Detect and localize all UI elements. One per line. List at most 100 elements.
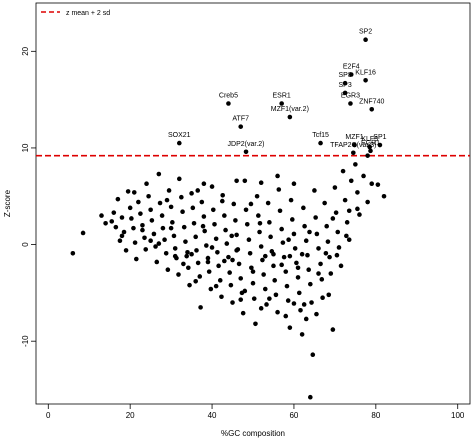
data-point: [205, 255, 211, 261]
data-point: [254, 193, 260, 199]
data-point: [181, 261, 186, 267]
data-point: [143, 247, 149, 252]
data-point: [201, 181, 207, 186]
data-point: [299, 251, 305, 257]
data-point: [177, 176, 182, 182]
data-point: [357, 212, 362, 217]
labeled-data-point: [279, 101, 284, 106]
data-point: [248, 201, 254, 207]
data-point: [179, 194, 184, 200]
data-point: [184, 253, 189, 259]
data-point: [314, 231, 320, 237]
data-point: [332, 185, 338, 190]
labeled-data-point: [369, 106, 375, 112]
data-point: [200, 223, 206, 229]
data-point: [302, 223, 307, 229]
data-point: [166, 188, 172, 193]
data-point: [121, 229, 127, 235]
data-point: [256, 213, 261, 218]
data-point: [217, 278, 223, 283]
labeled-data-point: [342, 80, 348, 86]
data-point: [197, 274, 203, 279]
data-point: [322, 200, 327, 206]
data-point: [125, 189, 131, 194]
data-point: [236, 261, 242, 267]
labeled-data-point: [351, 150, 356, 156]
data-point: [369, 181, 375, 186]
data-point: [247, 250, 253, 256]
point-label: SP1: [373, 134, 386, 141]
data-point: [301, 302, 307, 307]
data-point: [333, 210, 339, 215]
point-label: ESR1: [273, 92, 291, 99]
y-tick-label: -10: [21, 335, 30, 347]
data-point: [283, 269, 289, 274]
data-point: [162, 237, 167, 243]
y-tick-label: 10: [21, 143, 30, 152]
data-point: [346, 237, 352, 243]
data-point: [294, 260, 299, 266]
point-label: MZF1(var.2): [271, 106, 309, 113]
data-point: [223, 227, 228, 233]
data-point: [267, 296, 272, 301]
data-point: [190, 205, 196, 211]
data-point: [310, 352, 316, 358]
data-point: [165, 267, 171, 272]
point-label: ATF7: [232, 116, 249, 123]
data-point: [140, 222, 145, 228]
data-point: [216, 263, 221, 269]
point-label: ZNF740: [359, 98, 384, 105]
data-point: [308, 281, 313, 287]
data-point: [365, 153, 370, 158]
labeled-data-point: [177, 140, 182, 146]
data-point: [287, 253, 293, 259]
data-point: [103, 221, 108, 226]
data-point: [156, 241, 162, 246]
data-point: [117, 238, 123, 244]
data-point: [316, 271, 321, 276]
data-point: [340, 168, 346, 174]
data-point: [330, 216, 336, 221]
data-point: [280, 240, 286, 245]
labeled-data-point: [377, 142, 383, 148]
data-point: [244, 221, 250, 227]
data-point: [305, 252, 310, 258]
y-axis-title: Z-score: [3, 189, 12, 217]
data-point: [295, 265, 301, 271]
data-point: [250, 280, 256, 286]
data-point: [222, 258, 227, 264]
data-point: [338, 263, 344, 269]
data-point: [303, 316, 309, 322]
data-point: [344, 220, 350, 225]
data-point: [132, 240, 138, 245]
x-tick-label: 100: [451, 411, 465, 420]
labeled-data-point: [342, 90, 348, 96]
data-point: [230, 257, 235, 263]
data-point: [154, 259, 160, 265]
data-point: [306, 267, 311, 272]
data-point: [275, 309, 280, 315]
data-point: [243, 207, 249, 213]
data-point: [336, 245, 342, 250]
data-point: [99, 213, 104, 218]
labeled-data-point: [348, 101, 353, 106]
point-label: MZF1: [345, 134, 363, 141]
labeled-data-point: [368, 148, 373, 154]
data-point: [227, 270, 232, 275]
point-label: TFAP2C(var.3): [330, 142, 376, 149]
data-point: [285, 298, 291, 303]
data-point: [251, 296, 257, 301]
data-point: [183, 239, 188, 244]
plot-border: [35, 2, 471, 405]
data-point: [170, 220, 175, 225]
data-point: [276, 187, 282, 192]
data-point: [148, 238, 153, 244]
data-point: [240, 310, 246, 316]
x-tick-label: 20: [126, 411, 135, 420]
data-point: [301, 205, 306, 211]
data-point: [283, 313, 289, 319]
data-point: [231, 201, 237, 207]
data-point: [316, 246, 321, 251]
data-point: [142, 235, 147, 241]
data-point: [157, 200, 163, 206]
